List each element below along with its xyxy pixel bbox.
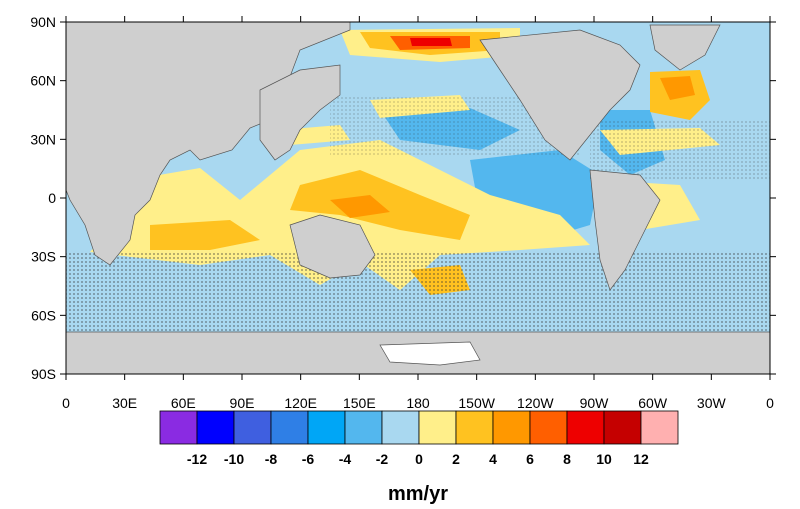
colorbar-label: 4 <box>489 451 497 467</box>
lon-tick-label: 0 <box>62 395 70 411</box>
colorbar-swatch <box>381 410 420 445</box>
colorbar-units: mm/yr <box>388 483 448 505</box>
colorbar-label: 6 <box>526 451 534 467</box>
positive-trend-region <box>660 76 695 100</box>
lon-tick-label: 30E <box>112 395 137 411</box>
lat-tick-label: 90N <box>30 14 56 30</box>
lon-tick-label: 90E <box>230 395 255 411</box>
latitude-axis: 90N 60N 30N 0 30S 60S 90S <box>30 14 776 382</box>
lon-tick-label: 120W <box>517 395 554 411</box>
colorbar-swatch <box>159 410 198 445</box>
lon-tick-label: 30W <box>697 395 727 411</box>
colorbar-swatch <box>603 410 642 445</box>
lat-tick-label: 30S <box>31 249 56 265</box>
colorbar-label: 8 <box>563 451 571 467</box>
land-australia <box>289 214 376 279</box>
colorbar-label: -12 <box>187 451 207 467</box>
lon-tick-label: 150E <box>343 395 376 411</box>
significance-stipple <box>590 120 770 180</box>
positive-trend-region <box>330 195 390 218</box>
colorbar-label: -4 <box>339 451 352 467</box>
positive-trend-region <box>150 220 260 250</box>
colorbar-label: -2 <box>376 451 389 467</box>
colorbar-swatch <box>196 410 235 445</box>
colorbar-label: 12 <box>633 451 649 467</box>
lat-tick-label: 30N <box>30 131 56 147</box>
lat-tick-label: 0 <box>48 190 56 206</box>
lon-tick-label: 60E <box>171 395 196 411</box>
lon-tick-label: 180 <box>406 395 430 411</box>
colorbar-label: 2 <box>452 451 460 467</box>
lat-tick-label: 90S <box>31 366 56 382</box>
map-panel <box>66 22 770 374</box>
lon-tick-label: 90W <box>580 395 610 411</box>
lon-tick-label: 150W <box>458 395 495 411</box>
colorbar-swatch <box>455 410 494 445</box>
lat-tick-label: 60N <box>30 73 56 89</box>
colorbar-label: -8 <box>265 451 278 467</box>
colorbar-label: 0 <box>415 451 423 467</box>
colorbar-swatch <box>418 410 457 445</box>
colorbar-swatch <box>492 410 531 445</box>
lat-tick-label: 60S <box>31 307 56 323</box>
land-greenland <box>649 24 721 71</box>
lon-tick-label: 0 <box>766 395 774 411</box>
positive-trend-region <box>410 38 452 46</box>
land-south-america <box>589 169 661 291</box>
colorbar: -12 -10 -8 -6 -4 -2 0 2 4 6 8 10 12 <box>159 410 679 467</box>
lon-tick-label: 60W <box>638 395 668 411</box>
lon-tick-label: 120E <box>284 395 317 411</box>
ice-shelf <box>379 341 481 366</box>
colorbar-label: -10 <box>224 451 244 467</box>
colorbar-swatch <box>566 410 605 445</box>
colorbar-label: -6 <box>302 451 315 467</box>
colorbar-swatch <box>307 410 346 445</box>
land-eurasia-east <box>259 64 341 161</box>
colorbar-swatch <box>233 410 272 445</box>
land-north-america <box>479 29 641 161</box>
colorbar-swatch <box>529 410 568 445</box>
colorbar-label: 10 <box>596 451 612 467</box>
colorbar-swatch <box>640 410 679 445</box>
colorbar-swatch <box>270 410 309 445</box>
significance-stipple <box>66 252 770 332</box>
longitude-axis: 0 30E 60E 90E 120E 150E 180 150W 120W 90W 60W 30W 0 <box>62 16 774 411</box>
colorbar-swatch <box>344 410 383 445</box>
